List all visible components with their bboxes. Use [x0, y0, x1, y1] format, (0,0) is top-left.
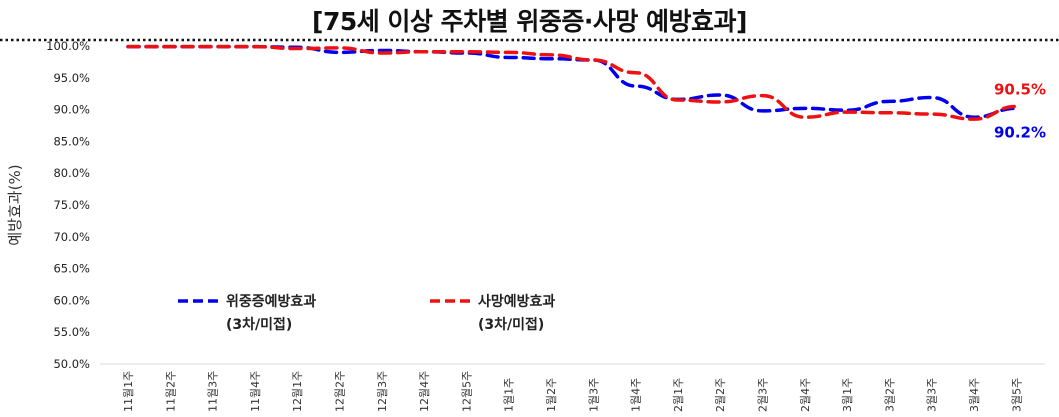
y-tick-label: 100.0% [46, 39, 90, 53]
data-point [803, 116, 806, 119]
legend-label: 사망예방효과 [478, 293, 555, 310]
y-tick-label: 85.0% [53, 134, 90, 148]
data-point [634, 71, 637, 74]
data-point [423, 50, 426, 53]
y-tick-label: 70.0% [53, 230, 90, 244]
chart-title: [75세 이상 주차별 위중증·사망 예방효과] [312, 7, 747, 36]
data-point [634, 85, 637, 88]
legend-sublabel: (3차/미접) [226, 317, 292, 333]
x-tick-label: 2월1주 [672, 378, 685, 412]
data-point [803, 107, 806, 110]
data-point [127, 45, 130, 48]
y-tick-label: 50.0% [53, 357, 90, 371]
data-point [761, 109, 764, 112]
data-point [888, 111, 891, 114]
x-tick-label: 11월2주 [164, 371, 177, 412]
data-label-death: 90.5% [994, 80, 1046, 98]
y-axis-label: 예방효과(%) [6, 164, 24, 245]
y-tick-label: 60.0% [53, 293, 90, 307]
x-tick-label: 12월1주 [291, 371, 304, 412]
data-point [846, 111, 849, 114]
data-point [211, 45, 214, 48]
data-label-severe: 90.2% [994, 123, 1046, 141]
legend-label: 위중증예방효과 [226, 293, 316, 310]
x-tick-label: 12월5주 [460, 371, 473, 412]
series-line-severe [126, 44, 1019, 119]
data-point [973, 118, 976, 121]
data-point [253, 45, 256, 48]
x-tick-label: 3월4주 [968, 378, 981, 412]
data-point [592, 58, 595, 61]
data-point [380, 51, 383, 54]
x-tick-label: 11월1주 [122, 371, 135, 412]
data-point [930, 113, 933, 116]
x-tick-label: 11월3주 [207, 371, 220, 412]
data-point [888, 100, 891, 103]
y-tick-label: 55.0% [53, 325, 90, 339]
x-tick-label: 1월1주 [503, 378, 516, 412]
data-point [296, 47, 299, 50]
data-point [719, 93, 722, 96]
x-tick-label: 12월3주 [376, 371, 389, 412]
data-point [338, 51, 341, 54]
data-point [550, 53, 553, 56]
data-point [338, 46, 341, 49]
x-tick-label: 2월3주 [757, 378, 770, 412]
y-tick-label: 75.0% [53, 198, 90, 212]
data-point [761, 94, 764, 97]
x-tick-label: 1월3주 [587, 378, 600, 412]
data-point [550, 57, 553, 60]
data-point [507, 56, 510, 59]
y-tick-label: 80.0% [53, 166, 90, 180]
legend-sublabel: (3차/미접) [478, 317, 544, 333]
x-tick-label: 1월4주 [630, 378, 643, 412]
y-tick-label: 65.0% [53, 262, 90, 276]
series-line-death [126, 44, 1019, 121]
x-tick-label: 11월4주 [249, 371, 262, 412]
y-tick-label: 90.0% [53, 103, 90, 117]
y-tick-label: 95.0% [53, 71, 90, 85]
x-tick-label: 2월4주 [799, 378, 812, 412]
data-point [1015, 105, 1018, 108]
data-point [169, 45, 172, 48]
data-point [676, 99, 679, 102]
x-tick-label: 3월1주 [841, 378, 854, 412]
x-tick-label: 3월2주 [883, 378, 896, 412]
data-point [719, 100, 722, 103]
x-tick-label: 3월5주 [1010, 378, 1023, 412]
x-tick-label: 12월4주 [418, 371, 431, 412]
x-tick-label: 3월3주 [926, 378, 939, 412]
data-point [930, 96, 933, 99]
x-tick-label: 12월2주 [334, 371, 347, 412]
data-point [465, 50, 468, 53]
x-tick-label: 2월2주 [714, 378, 727, 412]
data-point [507, 51, 510, 54]
x-tick-label: 1월2주 [545, 378, 558, 412]
